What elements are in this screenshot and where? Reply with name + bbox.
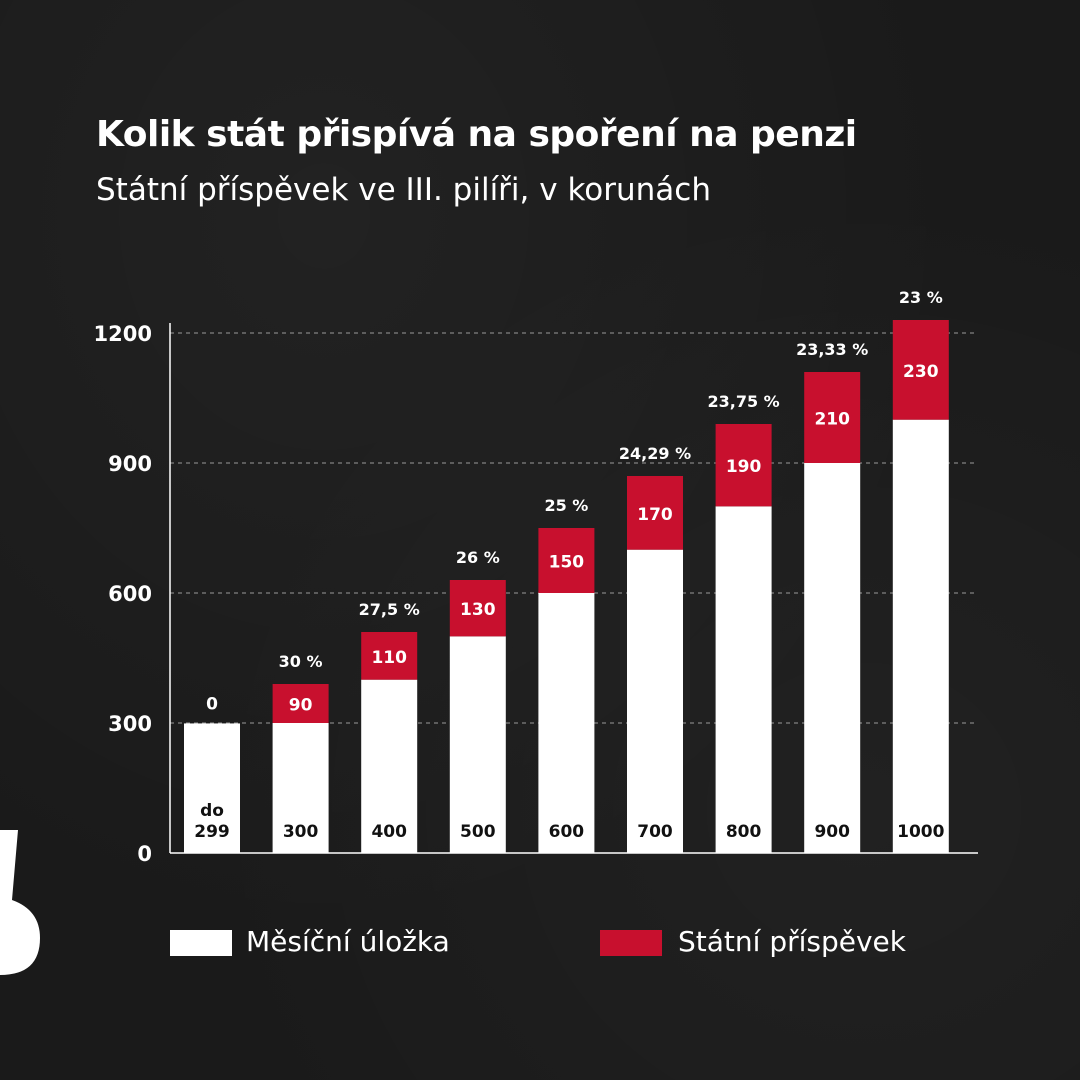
percent-label: 30 % [279, 652, 323, 671]
contribution-value-label: 110 [371, 648, 407, 668]
contribution-value-label: 190 [726, 457, 762, 477]
bar-contribution [892, 320, 949, 420]
bar-contribution [272, 684, 329, 723]
bar-contribution [804, 372, 861, 463]
contribution-value-label: 170 [637, 505, 673, 525]
bar-deposit [361, 679, 418, 853]
bar-deposit [804, 463, 861, 853]
percent-label: 26 % [456, 548, 500, 567]
y-tick-label: 1200 [94, 322, 152, 346]
category-label: 500 [460, 822, 496, 842]
legend-swatch-contribution [600, 930, 662, 956]
category-label: 700 [637, 822, 673, 842]
bar-deposit [892, 419, 949, 853]
bar-contribution [538, 528, 595, 593]
bar-deposit [715, 506, 772, 853]
y-tick-label: 0 [137, 842, 152, 866]
y-axis-ticks: 0 300 600 900 1200 [94, 322, 152, 866]
bar-deposit [449, 636, 506, 853]
bar-contribution [715, 424, 772, 507]
percent-label: 27,5 % [359, 600, 420, 619]
category-label: 600 [549, 822, 585, 842]
category-label: 1000 [897, 822, 944, 842]
bars [184, 320, 949, 853]
contribution-value-label: 130 [460, 600, 496, 620]
percent-label: 25 % [544, 496, 588, 515]
percent-label: 24,29 % [619, 444, 691, 463]
y-tick-label: 900 [108, 452, 152, 476]
percent-label: 23,33 % [796, 340, 868, 359]
legend-swatch-deposit [170, 930, 232, 956]
bar-deposit [272, 723, 329, 853]
category-label: 900 [814, 822, 850, 842]
bar-contribution [449, 580, 506, 637]
page-subtitle: Státní příspěvek ve III. pilíři, v korun… [96, 172, 711, 208]
bar-deposit [184, 723, 240, 853]
contribution-value-label: 210 [814, 410, 850, 430]
category-label: do [200, 801, 224, 821]
legend-label-contribution: Státní příspěvek [678, 925, 906, 958]
category-label: 300 [283, 822, 319, 842]
contribution-value-label: 150 [549, 553, 585, 573]
contribution-value-label: 90 [289, 696, 313, 716]
contribution-value-label: 230 [903, 362, 939, 382]
brand-logo-icon [0, 830, 40, 975]
bar-contribution [361, 632, 418, 680]
bar-contribution [627, 476, 683, 550]
page-title: Kolik stát přispívá na spoření na penzi [96, 114, 857, 155]
contribution-value-label: 0 [206, 694, 218, 714]
category-label: 299 [194, 822, 230, 842]
bar-deposit [627, 549, 683, 853]
category-label: 800 [726, 822, 762, 842]
y-tick-label: 300 [108, 712, 152, 736]
y-tick-label: 600 [108, 582, 152, 606]
category-label: 400 [371, 822, 407, 842]
legend-label-deposit: Měsíční úložka [246, 925, 450, 958]
percent-label: 23,75 % [707, 392, 779, 411]
bar-deposit [538, 593, 595, 853]
percent-label: 23 % [899, 288, 943, 307]
